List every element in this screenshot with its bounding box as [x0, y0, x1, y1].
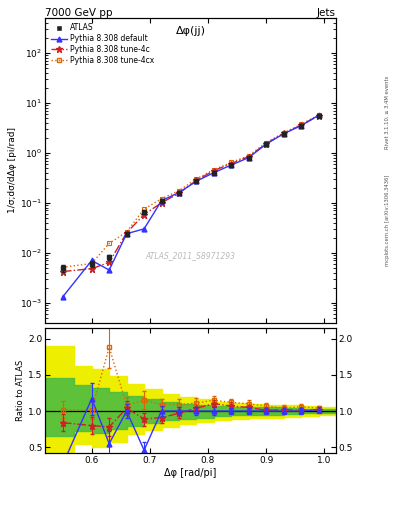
Text: Rivet 3.1.10, ≥ 3.4M events: Rivet 3.1.10, ≥ 3.4M events — [385, 76, 389, 150]
Y-axis label: Ratio to ATLAS: Ratio to ATLAS — [16, 360, 25, 421]
Y-axis label: 1/σ;dσ/dΔφ [pi/rad]: 1/σ;dσ/dΔφ [pi/rad] — [8, 127, 17, 213]
X-axis label: Δφ [rad/pi]: Δφ [rad/pi] — [164, 467, 217, 478]
Text: ATLAS_2011_S8971293: ATLAS_2011_S8971293 — [145, 251, 236, 260]
Text: mcplots.cern.ch [arXiv:1306.3436]: mcplots.cern.ch [arXiv:1306.3436] — [385, 175, 389, 266]
Text: Jets: Jets — [317, 8, 336, 18]
Text: 7000 GeV pp: 7000 GeV pp — [45, 8, 113, 18]
Text: Δφ(jj): Δφ(jj) — [176, 26, 206, 35]
Legend: ATLAS, Pythia 8.308 default, Pythia 8.308 tune-4c, Pythia 8.308 tune-4cx: ATLAS, Pythia 8.308 default, Pythia 8.30… — [49, 22, 156, 67]
